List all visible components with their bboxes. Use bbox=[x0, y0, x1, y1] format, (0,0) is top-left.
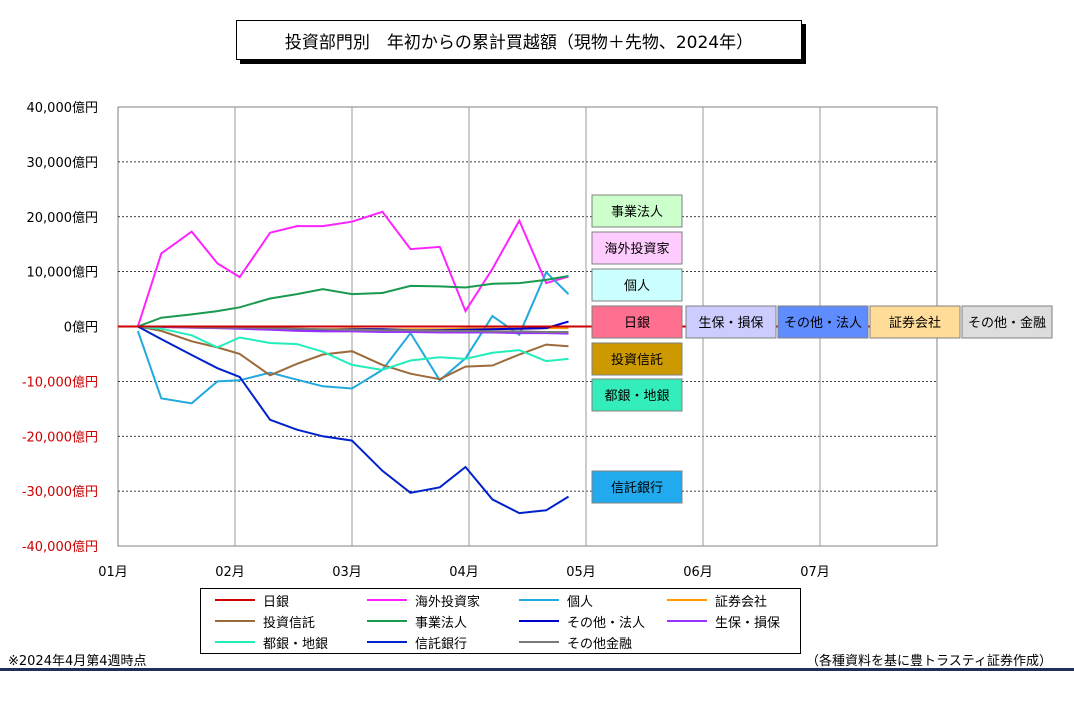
series-tag-label: 日銀 bbox=[624, 316, 650, 331]
chart-title: 投資部門別 年初からの累計買越額（現物＋先物、2024年） bbox=[236, 20, 802, 60]
series-tag-box bbox=[591, 268, 683, 302]
series-tag-box bbox=[869, 305, 961, 339]
x-tick-label: 06月 bbox=[683, 565, 713, 580]
legend-swatch bbox=[215, 641, 255, 643]
y-tick-label: -10,000億円 bbox=[22, 374, 98, 390]
legend-item: 日銀 bbox=[215, 590, 289, 610]
legend-swatch bbox=[367, 599, 407, 601]
series-tag-label: 信託銀行 bbox=[611, 480, 663, 496]
series-tag-label: 都銀・地銀 bbox=[604, 389, 669, 404]
note-timestamp: ※2024年4月第4週時点 bbox=[8, 654, 147, 669]
series-tag-box bbox=[591, 378, 683, 412]
x-tick-label: 04月 bbox=[449, 565, 479, 580]
legend-swatch bbox=[519, 641, 559, 643]
legend-label: 日銀 bbox=[263, 594, 290, 610]
x-tick-label: 02月 bbox=[215, 565, 245, 580]
legend-label: その他金融 bbox=[567, 636, 633, 652]
series-tag-label: 事業法人 bbox=[611, 204, 663, 220]
legend-item: 事業法人 bbox=[367, 611, 467, 631]
series-tag-box bbox=[591, 231, 683, 265]
legend-label: 信託銀行 bbox=[415, 636, 468, 652]
y-tick-label: 30,000億円 bbox=[27, 155, 99, 171]
series-tag-box bbox=[591, 194, 683, 228]
legend-swatch bbox=[519, 599, 559, 601]
axes: 40,000億円 30,000億円 20,000億円 10,000億円 0億円 -10,0… bbox=[22, 100, 830, 580]
series-tag-label: 個人 bbox=[624, 279, 650, 294]
legend-label: 個人 bbox=[567, 594, 594, 610]
y-tick-label: 10,000億円 bbox=[27, 265, 99, 281]
legend-label: 証券会社 bbox=[715, 594, 768, 610]
x-tick-label: 01月 bbox=[98, 565, 128, 580]
y-tick-label: -30,000億円 bbox=[22, 484, 98, 500]
legend: 日銀 海外投資家 個人 証券会社投資信託 事業法人 その他・法人 生保・損保都銀・地銀 信託銀… bbox=[200, 588, 801, 654]
legend-swatch bbox=[215, 599, 255, 601]
legend-item: 海外投資家 bbox=[367, 590, 480, 610]
legend-swatch bbox=[667, 620, 707, 622]
series-tag-box bbox=[961, 305, 1053, 339]
series-tag-box bbox=[777, 305, 869, 339]
series-tag-label: 海外投資家 bbox=[604, 241, 669, 257]
legend-swatch bbox=[519, 620, 559, 622]
legend-item: 信託銀行 bbox=[367, 632, 467, 652]
legend-label: 生保・損保 bbox=[715, 615, 781, 631]
y-tick-label: 0億円 bbox=[64, 320, 98, 336]
legend-item: 投資信託 bbox=[215, 611, 315, 631]
y-tick-label: 20,000億円 bbox=[27, 210, 99, 226]
legend-label: その他・法人 bbox=[567, 615, 646, 631]
series-tag-label: 証券会社 bbox=[889, 315, 941, 331]
series-line bbox=[137, 325, 569, 371]
series-tag-label: その他・金融 bbox=[968, 315, 1046, 331]
series-line bbox=[137, 325, 569, 381]
series-tag-box bbox=[685, 305, 777, 339]
legend-label: 海外投資家 bbox=[415, 594, 481, 610]
legend-item: 都銀・地銀 bbox=[215, 632, 328, 652]
y-tick-label: 40,000億円 bbox=[27, 100, 99, 116]
bottom-rule bbox=[0, 668, 1074, 671]
legend-item: 証券会社 bbox=[667, 590, 767, 610]
series-tag-box bbox=[591, 342, 683, 376]
series-tag-label: その他・法人 bbox=[784, 316, 862, 331]
legend-item: 個人 bbox=[519, 590, 593, 610]
series-line bbox=[136, 210, 569, 327]
series-tag-label: 生保・損保 bbox=[698, 316, 763, 331]
series-lines bbox=[118, 210, 937, 515]
legend-swatch bbox=[667, 599, 707, 601]
series-line bbox=[137, 325, 570, 515]
legend-item: 生保・損保 bbox=[667, 611, 780, 631]
series-line bbox=[137, 275, 569, 328]
legend-item: その他金融 bbox=[519, 632, 632, 652]
legend-swatch bbox=[367, 641, 407, 643]
series-tag-box bbox=[591, 305, 683, 339]
x-tick-label: 05月 bbox=[566, 565, 596, 580]
series-line bbox=[136, 270, 570, 405]
series-tag-label: 投資信託 bbox=[611, 352, 663, 368]
legend-label: 事業法人 bbox=[415, 615, 468, 631]
x-tick-label: 03月 bbox=[332, 565, 362, 580]
x-tick-label: 07月 bbox=[800, 565, 830, 580]
legend-swatch bbox=[215, 620, 255, 622]
legend-swatch bbox=[367, 620, 407, 622]
legend-item: その他・法人 bbox=[519, 611, 645, 631]
series-tag-box bbox=[591, 470, 683, 504]
legend-label: 投資信託 bbox=[263, 615, 316, 631]
legend-label: 都銀・地銀 bbox=[263, 636, 329, 652]
note-source: （各種資料を基に豊トラスティ証券作成） bbox=[806, 654, 1052, 669]
y-tick-label: -20,000億円 bbox=[22, 429, 98, 445]
y-tick-label: -40,000億円 bbox=[22, 539, 98, 555]
